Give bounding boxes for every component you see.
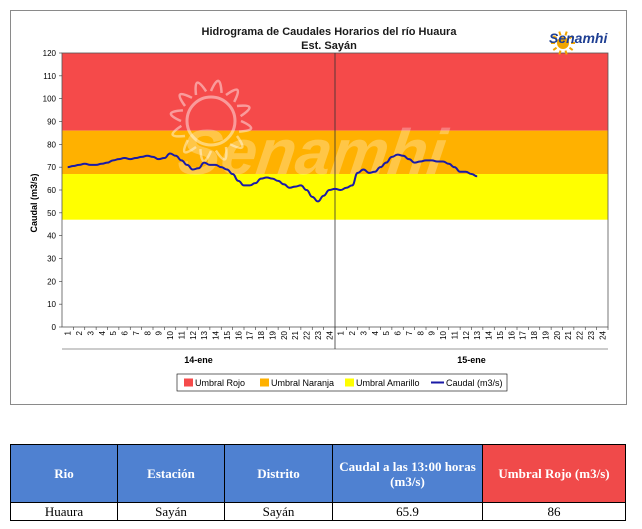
x-tick-label: 12	[462, 330, 471, 339]
legend-label-umbral-rojo: Umbral Rojo	[195, 378, 245, 388]
x-tick-label: 21	[291, 330, 300, 339]
watermark-sun-icon	[169, 79, 253, 163]
cell-distrito: Sayán	[224, 502, 333, 521]
x-tick-label: 6	[394, 330, 403, 335]
x-tick-label: 9	[155, 330, 164, 335]
header-caudal: Caudal a las 13:00 horas (m3/s)	[332, 444, 483, 503]
chart-title: Hidrograma de Caudales Horarios del río …	[202, 26, 458, 38]
x-tick-label: 4	[98, 330, 107, 335]
sun-logo-icon	[551, 31, 575, 55]
x-tick-label: 14	[485, 330, 494, 339]
x-tick-label: 23	[314, 330, 323, 339]
y-tick-label: 100	[43, 95, 57, 104]
x-tick-label: 9	[428, 330, 437, 335]
y-tick-label: 20	[47, 277, 56, 286]
x-tick-label: 19	[268, 330, 277, 339]
y-tick-label: 110	[43, 72, 56, 81]
chart-legend: Umbral Rojo Umbral Naranja Umbral Amaril…	[176, 373, 508, 392]
x-tick-label: 11	[450, 330, 459, 339]
x-tick-label: 16	[234, 330, 243, 339]
x-tick-label: 13	[200, 330, 209, 339]
legend-item-umbral-naranja: Umbral Naranja	[260, 378, 334, 388]
x-tick-label: 15	[223, 330, 232, 339]
x-tick-label: 4	[371, 330, 380, 335]
x-tick-label: 5	[382, 330, 391, 335]
x-tick-label: 19	[541, 330, 550, 339]
legend-label-umbral-naranja: Umbral Naranja	[271, 378, 334, 388]
x-tick-label: 22	[303, 330, 312, 339]
x-tick-label: 1	[64, 330, 73, 335]
x-tick-label: 3	[359, 330, 368, 335]
x-tick-label: 23	[587, 330, 596, 339]
caudal-series-line	[67, 152, 478, 203]
legend-item-umbral-rojo: Umbral Rojo	[184, 378, 245, 388]
x-tick-label: 7	[132, 330, 141, 335]
x-tick-label: 12	[189, 330, 198, 339]
x-tick-label: 18	[530, 330, 539, 339]
y-tick-label: 0	[52, 323, 57, 332]
y-tick-label: 30	[47, 255, 56, 264]
cell-caudal: 65.9	[332, 502, 483, 521]
y-tick-label: 70	[47, 163, 56, 172]
y-tick-label: 120	[43, 49, 57, 58]
table-header-row: Rio Estación Distrito Caudal a las 13:00…	[10, 444, 626, 503]
x-tick-label: 6	[121, 330, 130, 335]
x-tick-label: 10	[166, 330, 175, 339]
day-label: 14-ene	[184, 355, 213, 365]
x-tick-label: 8	[143, 330, 152, 335]
x-tick-label: 2	[348, 330, 357, 335]
header-rio: Rio	[10, 444, 118, 503]
y-tick-label: 10	[47, 300, 56, 309]
x-tick-label: 16	[507, 330, 516, 339]
header-umbral-rojo: Umbral Rojo (m3/s)	[482, 444, 626, 503]
x-tick-label: 3	[86, 330, 95, 335]
legend-label-caudal: Caudal (m3/s)	[446, 378, 503, 388]
y-axis-title: Caudal (m3/s)	[29, 173, 39, 232]
y-tick-label: 40	[47, 232, 56, 241]
y-tick-label: 90	[47, 118, 56, 127]
cell-rio: Huaura	[10, 502, 118, 521]
legend-label-umbral-amarillo: Umbral Amarillo	[356, 378, 420, 388]
x-tick-label: 18	[257, 330, 266, 339]
x-tick-label: 1	[337, 330, 346, 335]
x-tick-label: 24	[325, 330, 334, 339]
table-row: Huaura Sayán Sayán 65.9 86	[10, 502, 626, 521]
x-tick-label: 20	[553, 330, 562, 339]
x-tick-label: 7	[405, 330, 414, 335]
y-tick-label: 80	[47, 140, 56, 149]
header-distrito: Distrito	[224, 444, 333, 503]
y-tick-label: 50	[47, 209, 56, 218]
legend-item-umbral-amarillo: Umbral Amarillo	[345, 378, 420, 388]
x-tick-label: 5	[109, 330, 118, 335]
x-tick-label: 14	[212, 330, 221, 339]
x-tick-label: 8	[416, 330, 425, 335]
x-tick-label: 15	[496, 330, 505, 339]
logo-text: Senamhi	[549, 30, 608, 46]
header-estacion: Estación	[117, 444, 225, 503]
senamhi-logo: Senamhi	[549, 30, 608, 55]
x-tick-label: 13	[473, 330, 482, 339]
x-tick-label: 17	[519, 330, 528, 339]
x-tick-label: 20	[280, 330, 289, 339]
cell-umbral-rojo: 86	[482, 502, 626, 521]
day-label: 15-ene	[457, 355, 486, 365]
x-tick-label: 17	[246, 330, 255, 339]
x-tick-label: 2	[75, 330, 84, 335]
x-tick-label: 10	[439, 330, 448, 339]
caudal-summary-table: Rio Estación Distrito Caudal a las 13:00…	[10, 444, 626, 521]
x-tick-label: 24	[598, 330, 607, 339]
x-tick-label: 22	[576, 330, 585, 339]
y-tick-label: 60	[47, 186, 56, 195]
legend-item-caudal: Caudal (m3/s)	[431, 378, 503, 388]
x-tick-label: 21	[564, 330, 573, 339]
senamhi-watermark: Senamhi	[169, 79, 452, 188]
x-tick-label: 11	[177, 330, 186, 339]
watermark-text: Senamhi	[174, 116, 452, 188]
chart-subtitle: Est. Sayán	[301, 40, 357, 52]
cell-estacion: Sayán	[117, 502, 225, 521]
